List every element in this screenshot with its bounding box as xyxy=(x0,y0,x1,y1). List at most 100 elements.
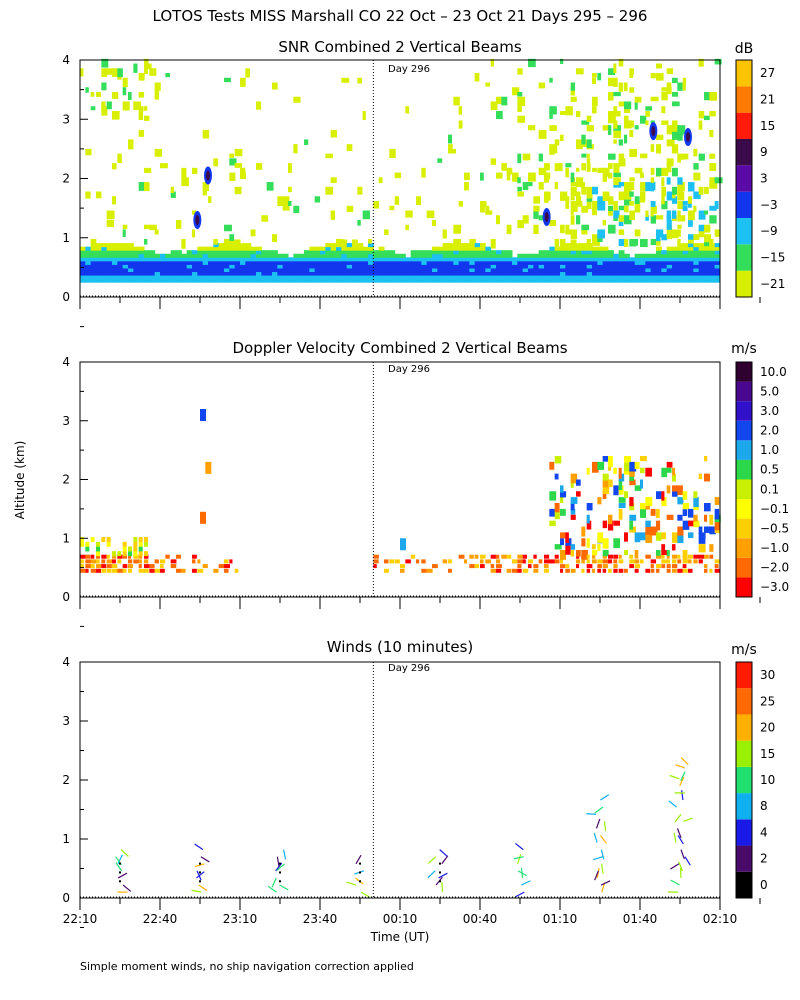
snr-cell xyxy=(416,278,422,283)
snr-cell xyxy=(384,260,390,265)
doppler-cell xyxy=(714,497,720,505)
snr-cell xyxy=(677,264,684,269)
snr-cell xyxy=(501,267,508,273)
snr-cell xyxy=(234,257,241,262)
snr-cell xyxy=(666,275,673,280)
snr-cell xyxy=(240,278,246,283)
snr-cell xyxy=(170,186,175,194)
snr-cell xyxy=(549,267,556,273)
snr-cell xyxy=(405,275,412,280)
wind-barb xyxy=(517,854,522,864)
snr-cell xyxy=(256,271,262,276)
snr-cell xyxy=(592,201,599,210)
doppler-cell xyxy=(698,526,703,535)
snr-cell xyxy=(117,278,124,283)
doppler-cell xyxy=(640,479,644,489)
snr-cell xyxy=(533,260,540,265)
snr-cell xyxy=(704,115,710,121)
snr-cell xyxy=(458,120,463,129)
doppler-cell xyxy=(85,554,91,559)
doppler-cell xyxy=(106,568,112,573)
x-tick-label: 01:10 xyxy=(543,912,578,926)
snr-cell xyxy=(586,260,593,265)
snr-cell xyxy=(181,267,188,273)
snr-cell xyxy=(608,172,613,179)
snr-cell xyxy=(570,260,577,265)
doppler-cell xyxy=(597,497,602,505)
snr-cell xyxy=(645,210,649,218)
colorbar-swatch xyxy=(736,139,752,166)
snr-cell xyxy=(533,264,540,269)
snr-cell xyxy=(309,278,316,283)
snr-cell xyxy=(565,275,572,280)
doppler-cell xyxy=(613,554,619,559)
snr-cell xyxy=(378,246,385,251)
snr-cell xyxy=(458,264,465,269)
doppler-cell xyxy=(608,520,614,531)
snr-cell xyxy=(570,257,577,262)
snr-cell xyxy=(90,250,97,255)
snr-cell xyxy=(570,210,574,215)
snr-cell xyxy=(656,271,662,276)
snr-cell xyxy=(165,257,172,262)
snr-cell xyxy=(362,210,370,220)
snr-cell xyxy=(432,275,438,280)
snr-cell xyxy=(586,243,593,248)
wind-barb xyxy=(594,870,599,881)
y-tick-label-4: 4 xyxy=(62,53,70,67)
snr-cell xyxy=(293,267,300,273)
snr-cell xyxy=(197,250,204,255)
snr-cell xyxy=(672,278,678,283)
snr-cell xyxy=(682,260,689,265)
snr-cell xyxy=(640,238,648,248)
snr-cell xyxy=(320,250,326,255)
doppler-cell xyxy=(170,564,177,569)
doppler-cell xyxy=(560,559,564,564)
snr-cell xyxy=(314,264,321,269)
snr-cell xyxy=(682,278,689,283)
snr-cell xyxy=(576,139,583,150)
snr-cell xyxy=(570,243,577,248)
snr-cell xyxy=(640,115,647,124)
snr-cell xyxy=(602,271,609,276)
snr-cell xyxy=(538,260,545,265)
colorbar-swatch xyxy=(736,499,752,519)
snr-cell xyxy=(485,271,492,276)
doppler-cell xyxy=(133,554,139,559)
doppler-colorbar-unit: m/s xyxy=(731,341,757,357)
snr-cell xyxy=(576,110,581,117)
doppler-cell xyxy=(133,546,138,552)
snr-cell xyxy=(357,246,364,251)
snr-cell xyxy=(106,68,114,75)
snr-cell xyxy=(234,271,241,276)
snr-cell xyxy=(613,253,620,258)
snr-cell xyxy=(229,271,236,276)
snr-cell xyxy=(229,260,236,265)
doppler-colorbar: 10.05.03.02.01.00.50.1−0.1−0.5−1.0−2.0−3… xyxy=(735,361,789,598)
snr-cell xyxy=(645,257,652,262)
snr-cell xyxy=(256,101,262,110)
doppler-cell xyxy=(570,497,578,504)
doppler-cell xyxy=(96,559,100,564)
doppler-cell xyxy=(400,538,406,551)
wind-barb xyxy=(427,856,437,864)
snr-cell xyxy=(117,271,124,276)
doppler-cell xyxy=(560,538,565,546)
snr-cell xyxy=(170,257,177,262)
snr-cell xyxy=(693,275,700,280)
snr-cell xyxy=(176,253,182,258)
snr-cell xyxy=(661,196,665,205)
snr-cell xyxy=(629,267,636,273)
snr-cell xyxy=(144,278,150,283)
doppler-cell xyxy=(634,564,641,569)
colorbar-swatch xyxy=(736,244,752,271)
snr-cell xyxy=(373,264,380,269)
snr-cell xyxy=(384,264,390,269)
snr-cell xyxy=(346,205,354,213)
snr-cell xyxy=(96,246,102,251)
snr-cell xyxy=(90,267,97,273)
snr-cell xyxy=(432,250,438,255)
winds-colorbar-unit: m/s xyxy=(731,642,757,658)
snr-cell xyxy=(357,243,364,248)
doppler-cell xyxy=(677,497,684,505)
